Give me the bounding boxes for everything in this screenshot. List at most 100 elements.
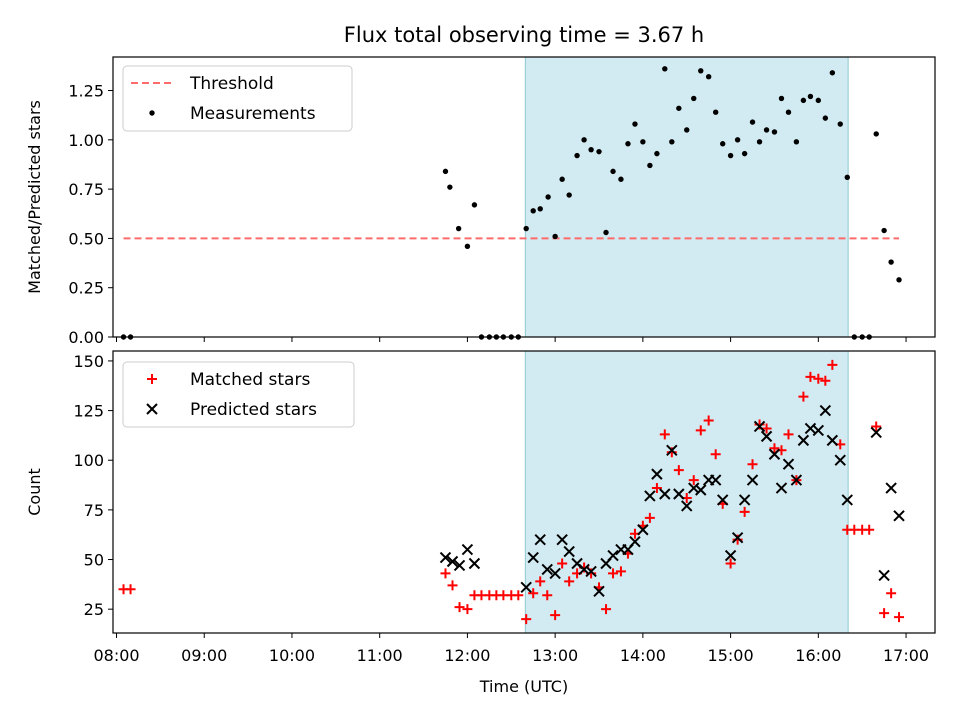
measurement-point — [603, 229, 609, 236]
x-tick-label: 12:00 — [444, 646, 490, 665]
measurement-point — [574, 152, 580, 159]
legend-label: Predicted stars — [190, 400, 317, 420]
measurement-point — [588, 146, 594, 153]
measurement-point — [632, 121, 638, 127]
measurement-point — [727, 152, 734, 159]
x-tick-label: 15:00 — [708, 646, 754, 665]
predicted-star-point — [695, 484, 707, 496]
measurement-point — [676, 105, 682, 111]
y-tick-label: 0.25 — [68, 279, 104, 298]
predicted-star-point — [870, 426, 882, 439]
measurement-point — [873, 131, 879, 137]
measurement-point — [837, 121, 843, 127]
measurement-point — [785, 109, 792, 115]
measurement-point — [793, 139, 800, 145]
x-tick-label: 09:00 — [181, 646, 227, 665]
predicted-star-point — [556, 533, 568, 546]
measurement-point — [829, 70, 836, 76]
measurement-point — [763, 127, 770, 133]
y-tick-label: 125 — [73, 402, 104, 421]
predicted-star-point — [563, 545, 575, 558]
measurement-point — [881, 227, 887, 234]
predicted-star-point — [768, 448, 781, 460]
measurement-point — [778, 95, 785, 102]
y-tick-label: 1.00 — [68, 131, 104, 150]
predicted-star-point — [790, 474, 803, 486]
predicted-star-point — [688, 482, 700, 494]
predicted-star-point — [549, 567, 561, 580]
predicted-star-point — [746, 474, 759, 486]
measurement-point — [625, 141, 631, 147]
measurement-point — [530, 208, 536, 214]
matched-star-point — [813, 373, 824, 384]
measurement-point — [734, 137, 741, 143]
measurement-point — [720, 141, 726, 147]
measurement-point — [669, 139, 675, 145]
x-tick-label: 10:00 — [269, 646, 315, 665]
predicted-star-point — [461, 543, 474, 556]
measurement-point — [896, 277, 902, 283]
matched-star-point — [528, 588, 539, 599]
legend-box — [122, 361, 355, 428]
predicted-star-point — [520, 581, 532, 594]
matched-star-point — [521, 614, 532, 625]
matched-star-point — [125, 584, 136, 595]
x-tick-label: 13:00 — [532, 646, 578, 665]
measurement-point — [442, 168, 449, 175]
predicted-star-point — [681, 500, 693, 512]
predicted-star-point — [716, 494, 729, 506]
y-axis-label: Count — [25, 468, 44, 516]
matched-star-point — [651, 483, 662, 494]
panel-bottom: 25 50 75 100 125 150 08:00 09:00 10:00 11:00 12:00… — [25, 350, 936, 696]
chart-title: Flux total observing time = 3.67 h — [344, 23, 704, 47]
x-tick-label: 11:00 — [357, 646, 403, 665]
legend-label: Threshold — [189, 74, 274, 94]
predicted-star-point — [578, 563, 590, 576]
predicted-star-point — [637, 524, 649, 536]
matched-star-point — [798, 391, 809, 402]
matched-star-point — [695, 425, 706, 436]
measurement-point — [523, 225, 529, 232]
predicted-star-point — [738, 494, 751, 506]
measurement-point — [559, 176, 565, 182]
measurement-point — [596, 148, 602, 155]
measurement-point — [552, 233, 558, 240]
predicted-star-point — [826, 434, 839, 447]
legend-measurement-swatch — [149, 110, 155, 116]
predicted-star-point — [439, 551, 452, 564]
matched-star-point — [462, 604, 473, 615]
matched-star-point — [688, 475, 699, 486]
panel-top: 0.00 0.25 0.50 0.75 1.00 1.25 Matched/Predicte… — [25, 56, 936, 347]
predicted-star-point — [651, 468, 663, 480]
predicted-star-point — [834, 454, 846, 466]
matched-star-point — [644, 512, 655, 523]
measurement-point — [691, 95, 697, 102]
matched-star-point — [879, 608, 890, 619]
predicted-star-point — [666, 444, 678, 457]
x-axis-label: Time (UTC) — [479, 677, 568, 696]
matched-star-point — [783, 429, 794, 440]
matched-star-point — [564, 576, 575, 587]
matched-star-point — [550, 610, 561, 621]
measurement-point — [749, 119, 756, 125]
predicted-star-point — [534, 533, 546, 546]
series-predicted-stars — [439, 404, 905, 598]
legend-predicted-swatch — [146, 403, 158, 415]
matched-star-point — [725, 558, 736, 569]
measurement-point — [698, 68, 704, 74]
x-tick-label: 16:00 — [795, 646, 841, 665]
matched-star-point — [886, 588, 897, 599]
matched-star-point — [513, 590, 524, 601]
matched-star-point — [805, 371, 816, 382]
observing-window-band — [524, 56, 849, 338]
y-axis-label: Matched/Predicted stars — [25, 100, 44, 294]
y-tick-label: 75 — [84, 501, 104, 520]
matched-star-point — [703, 415, 714, 426]
matched-star-point — [659, 429, 670, 440]
predicted-star-point — [724, 549, 737, 562]
predicted-star-point — [819, 404, 832, 417]
matched-star-point — [739, 506, 750, 517]
legend: Threshold Measurements — [122, 65, 353, 132]
predicted-star-point — [446, 555, 459, 568]
measurement-point — [618, 176, 624, 182]
